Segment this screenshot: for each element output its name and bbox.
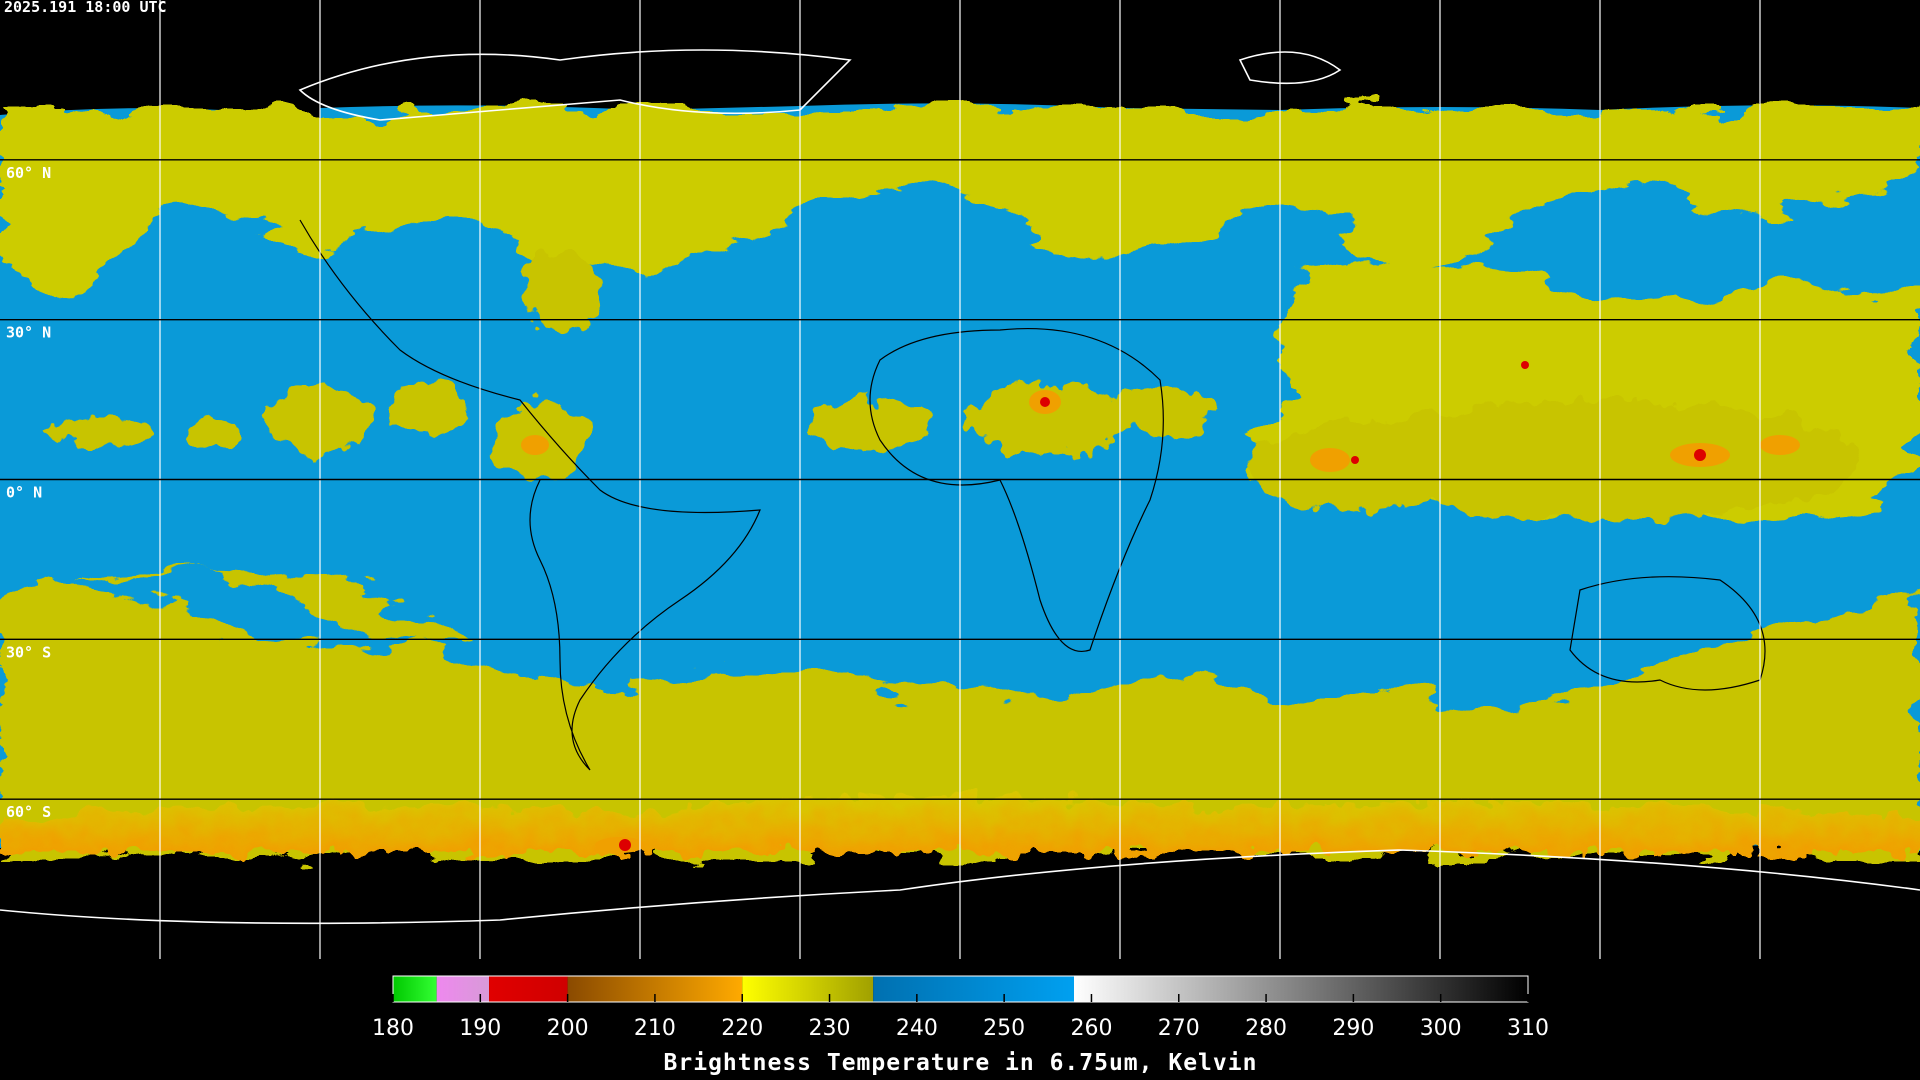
colorbar-tick-label: 250 (983, 1016, 1025, 1041)
colorbar-frame (392, 975, 1529, 1003)
latitude-label: 0° N (6, 484, 42, 502)
labels: 2025.191 18:00 UTC 60° N 30° N 0° N 30° S 60… (4, 0, 167, 821)
colorbar-segment (436, 976, 490, 1002)
colorbar-tick-label: 200 (547, 1016, 589, 1041)
colorbar-segment (1074, 976, 1528, 1002)
colorbar-tick-label: 210 (634, 1016, 676, 1041)
graticule (159, 0, 1761, 959)
timestamp: 2025.191 18:00 UTC (4, 0, 167, 16)
colorbar-tick-label: 290 (1332, 1016, 1374, 1041)
colorbar-segment (742, 976, 874, 1002)
latitude-label: 30° N (6, 324, 51, 342)
colorbar-segment (489, 976, 568, 1002)
coldest-tops (619, 361, 1706, 851)
colorbar-title: Brightness Temperature in 6.75um, Kelvin (664, 1050, 1258, 1076)
colorbar-tick-label: 310 (1507, 1016, 1549, 1041)
colorbar-tick-label: 300 (1420, 1016, 1462, 1041)
colorbar-tick-label: 280 (1245, 1016, 1287, 1041)
latitude-label: 60° N (6, 164, 51, 182)
colorbar-segment (873, 976, 1074, 1002)
colorbar-tick-label: 260 (1070, 1016, 1112, 1041)
colorbar-tick-label: 230 (809, 1016, 851, 1041)
colorbar-tick-label: 240 (896, 1016, 938, 1041)
colorbar: 180 190 200 210 220 230 240 250 260 270 280 290 300 3… (372, 975, 1549, 1076)
latitude-label: 60° S (6, 803, 51, 821)
latitude-label: 30° S (6, 643, 51, 661)
colorbar-tick-label: 180 (372, 1016, 414, 1041)
colorbar-tick-label: 270 (1158, 1016, 1200, 1041)
colorbar-tick-label: 190 (459, 1016, 501, 1041)
coastlines (0, 49, 1920, 925)
colorbar-segment (393, 976, 437, 1002)
colorbar-tick-label: 220 (721, 1016, 763, 1041)
